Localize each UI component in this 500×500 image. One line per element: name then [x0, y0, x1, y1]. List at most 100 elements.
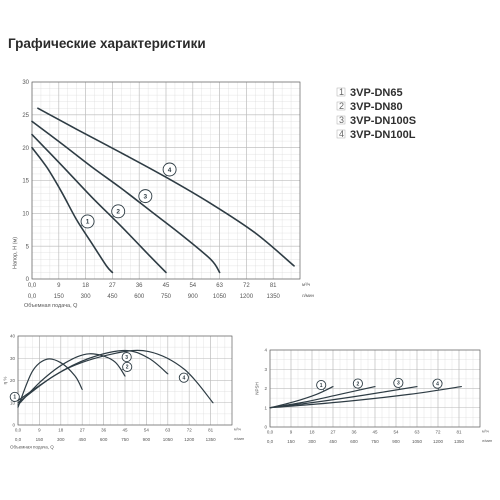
x-tick-label: 72: [187, 428, 193, 433]
x-tick-label: 18: [82, 283, 89, 289]
x-tick-label: 54: [144, 428, 150, 433]
series-marker-label: 2: [116, 209, 120, 216]
y-axis-label: NPSH: [254, 382, 259, 395]
series-marker: [121, 352, 132, 363]
x-tick-label: 0,0: [267, 430, 274, 435]
x-tick-label-secondary: 0,0: [15, 437, 22, 442]
x-tick-label: 81: [270, 283, 277, 289]
x-tick-label-secondary: 750: [121, 437, 129, 442]
series-marker: [432, 378, 443, 389]
legend-num: 2: [339, 101, 344, 111]
series-marker-label: 3: [125, 355, 128, 361]
x-axis-label: Объемная подача, Q: [10, 445, 54, 450]
legend-item: 3 3VP-DN100S: [336, 115, 416, 127]
x-tick-label-secondary: 0,0: [28, 294, 37, 300]
legend-num: 4: [339, 129, 344, 139]
series-marker-label: 4: [182, 375, 185, 381]
x-unit-secondary: л/мин: [302, 293, 314, 298]
x-tick-label-secondary: 600: [100, 437, 108, 442]
y-tick-label: 30: [22, 80, 29, 86]
x-tick-label-secondary: 150: [287, 439, 295, 444]
legend-label: 3VP-DN100S: [350, 115, 416, 127]
y-tick-label: 30: [10, 356, 16, 361]
series-line: [37, 107, 295, 267]
series-marker: [122, 361, 133, 372]
legend-label: 3VP-DN65: [350, 87, 403, 99]
x-tick-label-secondary: 1050: [163, 437, 174, 442]
legend-item: 1 3VP-DN65: [336, 87, 403, 99]
series-marker-label: 1: [86, 219, 90, 226]
x-tick-label-secondary: 1200: [240, 294, 254, 300]
x-tick-label: 9: [38, 428, 41, 433]
series-marker-label: 2: [126, 365, 129, 371]
series-line: [31, 120, 221, 274]
x-tick-label-secondary: 1350: [206, 437, 217, 442]
x-tick-label: 18: [309, 430, 315, 435]
head-chart: 0 5 10 15 20 25 30 0,0 9 18 27 36 45 54 63 72 81 0,0 150 30…: [12, 80, 314, 309]
y-tick-label: 4: [264, 348, 267, 353]
x-tick-label: 0,0: [28, 283, 37, 289]
x-tick-label: 36: [136, 283, 143, 289]
x-tick-label-secondary: 450: [329, 439, 337, 444]
series-marker: [316, 380, 327, 391]
x-tick-label-secondary: 150: [36, 437, 44, 442]
x-tick-label-secondary: 300: [81, 294, 92, 300]
legend-label: 3VP-DN100L: [350, 129, 416, 141]
y-tick-label: 20: [10, 378, 16, 383]
y-tick-label: 10: [10, 400, 16, 405]
x-tick-label: 27: [80, 428, 86, 433]
x-tick-label-secondary: 900: [188, 294, 199, 300]
series-marker: [80, 214, 95, 229]
series-marker: [9, 391, 20, 402]
series-line: [31, 133, 167, 274]
y-tick-label: 0: [264, 425, 267, 430]
x-tick-label-secondary: 150: [54, 294, 65, 300]
x-tick-label-secondary: 1350: [454, 439, 465, 444]
series-line: [17, 358, 83, 408]
x-unit-primary: м³/ч: [302, 282, 311, 287]
series-line: [269, 385, 334, 409]
series-marker-label: 1: [13, 395, 16, 401]
x-unit-secondary: л/мин: [482, 439, 492, 443]
y-axis-label: η %: [2, 377, 7, 385]
y-tick-label: 40: [10, 334, 16, 339]
x-tick-label: 36: [101, 428, 107, 433]
x-tick-label-secondary: 1350: [267, 294, 281, 300]
y-tick-label: 0: [26, 277, 30, 283]
series-marker: [393, 377, 404, 388]
y-axis-label: Напор, Н (м): [12, 237, 18, 269]
plot-frame: [17, 335, 233, 426]
legend-item: 4 3VP-DN100L: [336, 129, 416, 141]
x-tick-label: 54: [189, 283, 196, 289]
y-tick-label: 3: [264, 367, 267, 372]
series-line: [269, 385, 462, 409]
legend-num: 1: [339, 87, 344, 97]
legend-num: 3: [339, 115, 344, 125]
y-tick-label: 25: [22, 113, 29, 119]
x-tick-label: 9: [290, 430, 293, 435]
x-tick-label-secondary: 750: [371, 439, 379, 444]
series-marker: [111, 204, 126, 219]
x-tick-label: 0,0: [15, 428, 22, 433]
x-tick-label-secondary: 900: [392, 439, 400, 444]
plot-frame: [31, 81, 301, 280]
series-line: [17, 349, 214, 404]
x-tick-label-secondary: 300: [308, 439, 316, 444]
series-marker: [178, 372, 189, 383]
page-title: Графические характеристики: [8, 36, 206, 51]
x-axis-label: Объемная подача, Q: [24, 303, 78, 309]
x-tick-label: 45: [372, 430, 378, 435]
plot-frame: [269, 349, 481, 428]
x-tick-label: 54: [393, 430, 399, 435]
x-tick-label: 27: [330, 430, 336, 435]
x-tick-label-secondary: 900: [143, 437, 151, 442]
y-tick-label: 5: [26, 244, 30, 250]
legend-item: 2 3VP-DN80: [336, 101, 403, 113]
y-tick-label: 10: [22, 211, 29, 217]
x-unit-primary: м³/ч: [482, 430, 489, 434]
x-tick-label: 45: [163, 283, 170, 289]
efficiency-chart: 0 10 20 30 40 0,0 9 18 27 36 45 54 63 72 81 0,0 150 300 45…: [2, 334, 244, 450]
series-marker-label: 2: [356, 381, 359, 387]
x-tick-label: 45: [122, 428, 128, 433]
